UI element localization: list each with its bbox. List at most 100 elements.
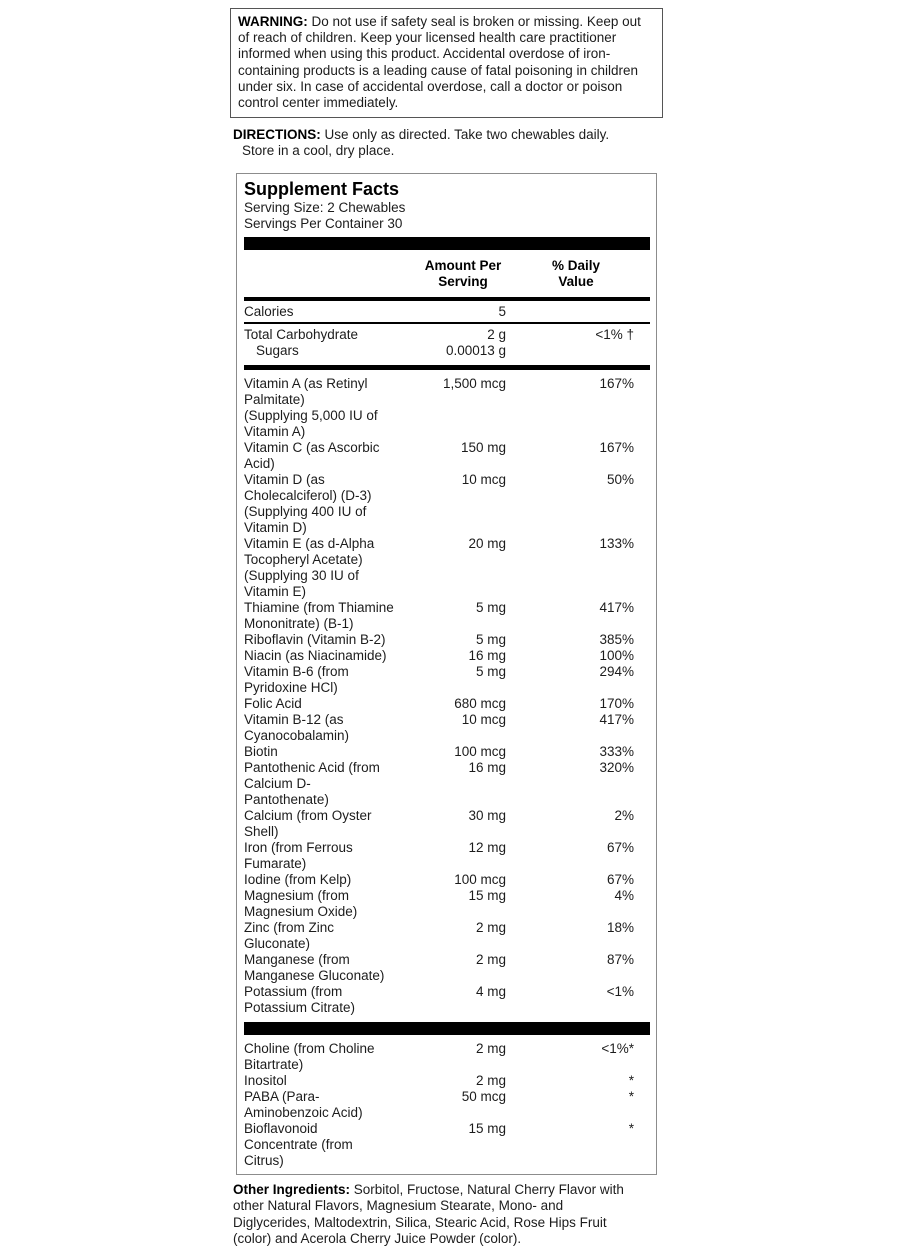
nutrient-daily-value: 100%: [599, 648, 634, 664]
other-nutrient-name: Choline (from Choline Bitartrate): [244, 1041, 375, 1073]
nutrient-amount: 10 mcg: [461, 472, 506, 488]
nutrient-name: Thiamine (from Thiamine Mononitrate) (B-…: [244, 600, 394, 632]
nutrient-daily-value: 294%: [599, 664, 634, 680]
other-nutrient-amount: 50 mcg: [461, 1089, 506, 1105]
other-nutrient-name: PABA (Para- Aminobenzoic Acid): [244, 1089, 363, 1121]
nutrient-row: Vitamin B-6 (from Pyridoxine HCl) 5 mg 2…: [244, 664, 650, 696]
nutrient-amount: 5 mg: [475, 600, 506, 616]
nutrient-daily-value: 320%: [599, 760, 634, 776]
nutrient-rows: Vitamin A (as Retinyl Palmitate) (Supply…: [244, 370, 650, 1022]
nutrient-amount: 4 mg: [475, 984, 506, 1000]
warning-text: Do not use if safety seal is broken or m…: [238, 14, 641, 111]
nutrient-name: Riboflavin (Vitamin B-2): [244, 632, 386, 648]
nutrient-name: Magnesium (from Magnesium Oxide): [244, 888, 358, 920]
nutrient-daily-value: 4%: [614, 888, 634, 904]
directions-line2: Store in a cool, dry place.: [242, 143, 395, 159]
calories-daily-value: [506, 304, 650, 320]
nutrient-amount: 5 mg: [475, 664, 506, 680]
thick-divider-bar: [244, 237, 650, 251]
nutrient-row: Zinc (from Zinc Gluconate) 2 mg 18%: [244, 920, 650, 952]
other-nutrient-amount: 2 mg: [475, 1041, 506, 1057]
nutrient-row: Vitamin A (as Retinyl Palmitate) (Supply…: [244, 376, 650, 440]
nutrient-row: Iron (from Ferrous Fumarate) 12 mg 67%: [244, 840, 650, 872]
nutrient-row: Pantothenic Acid (from Calcium D- Pantot…: [244, 760, 650, 808]
warning-box: WARNING: Do not use if safety seal is br…: [230, 8, 663, 119]
warning-label: WARNING:: [238, 14, 308, 29]
other-ingredients-section: Other Ingredients: Sorbitol, Fructose, N…: [233, 1182, 663, 1247]
other-nutrient-amount: 15 mg: [468, 1121, 506, 1137]
panel-title: Supplement Facts: [244, 179, 400, 200]
nutrient-amount: 100 mcg: [454, 744, 506, 760]
other-nutrient-name: Bioflavonoid Concentrate (from Citrus): [244, 1121, 353, 1169]
other-nutrient-rows: Choline (from Choline Bitartrate) 2 mg <…: [244, 1041, 650, 1169]
directions-text: Use only as directed. Take two chewables…: [324, 127, 610, 143]
amount-per-serving-header: Amount Per Serving: [424, 258, 502, 290]
nutrient-name: Vitamin E (as d-Alpha Tocopheryl Acetate…: [244, 536, 375, 600]
nutrient-row: Folic Acid 680 mcg 170%: [244, 696, 650, 712]
nutrient-daily-value: 417%: [599, 600, 634, 616]
total-carbohydrate-daily-value: <1% †: [595, 327, 634, 343]
nutrient-name: Biotin: [244, 744, 278, 760]
label-content: WARNING: Do not use if safety seal is br…: [230, 8, 670, 1247]
nutrient-daily-value: 50%: [606, 472, 634, 488]
serving-size: Serving Size: 2 Chewables: [244, 200, 406, 216]
nutrient-name: Iron (from Ferrous Fumarate): [244, 840, 353, 872]
nutrient-daily-value: <1%: [606, 984, 634, 1000]
nutrient-row: Niacin (as Niacinamide) 16 mg 100%: [244, 648, 650, 664]
nutrient-amount: 16 mg: [468, 760, 506, 776]
other-nutrient-daily-value: *: [628, 1121, 634, 1137]
nutrient-daily-value: 67%: [606, 840, 634, 856]
directions-line1: DIRECTIONS: Use only as directed. Take t…: [233, 127, 663, 143]
nutrient-daily-value: 170%: [599, 696, 634, 712]
nutrient-name: Potassium (from Potassium Citrate): [244, 984, 356, 1016]
percent-daily-value-header: % Daily Value: [551, 258, 601, 290]
nutrient-row: Vitamin E (as d-Alpha Tocopheryl Acetate…: [244, 536, 650, 600]
other-ingredients-text: Sorbitol, Fructose, Natural Cherry Flavo…: [233, 1182, 624, 1246]
other-nutrient-daily-value: *: [628, 1089, 634, 1105]
calories-name: Calories: [244, 304, 294, 320]
directions-label: DIRECTIONS:: [233, 127, 321, 143]
nutrient-amount: 10 mcg: [461, 712, 506, 728]
nutrient-amount: 2 mg: [475, 952, 506, 968]
nutrient-daily-value: 417%: [599, 712, 634, 728]
nutrient-name: Vitamin D (as Cholecalciferol) (D-3) (Su…: [244, 472, 372, 536]
other-nutrient-row: Bioflavonoid Concentrate (from Citrus) 1…: [244, 1121, 650, 1169]
other-nutrient-row: PABA (Para- Aminobenzoic Acid) 50 mcg *: [244, 1089, 650, 1121]
other-nutrient-amount: 2 mg: [475, 1073, 506, 1089]
nutrient-daily-value: 2%: [614, 808, 634, 824]
nutrient-daily-value: 133%: [599, 536, 634, 552]
sugars-amount: 0.00013 g: [445, 343, 506, 359]
nutrient-name: Folic Acid: [244, 696, 302, 712]
other-ingredients-label: Other Ingredients:: [233, 1182, 351, 1198]
calories-rule: [244, 322, 650, 325]
other-nutrient-daily-value: *: [628, 1073, 634, 1089]
nutrient-row: Calcium (from Oyster Shell) 30 mg 2%: [244, 808, 650, 840]
nutrient-row: Manganese (from Manganese Gluconate) 2 m…: [244, 952, 650, 984]
nutrient-daily-value: 87%: [606, 952, 634, 968]
other-nutrient-row: Choline (from Choline Bitartrate) 2 mg <…: [244, 1041, 650, 1073]
sugars-row: Sugars 0.00013 g: [244, 343, 650, 359]
nutrient-name: Zinc (from Zinc Gluconate): [244, 920, 335, 952]
nutrient-daily-value: 333%: [599, 744, 634, 760]
nutrient-amount: 1,500 mcg: [442, 376, 506, 392]
other-nutrient-name: Inositol: [244, 1073, 287, 1089]
nutrient-row: Magnesium (from Magnesium Oxide) 15 mg 4…: [244, 888, 650, 920]
other-nutrient-row: Inositol 2 mg *: [244, 1073, 650, 1089]
header-rule: [244, 297, 650, 302]
nutrient-amount: 150 mg: [460, 440, 506, 456]
nutrient-name: Vitamin B-12 (as Cyanocobalamin): [244, 712, 350, 744]
nutrient-daily-value: 167%: [599, 376, 634, 392]
directions-section: DIRECTIONS: Use only as directed. Take t…: [233, 127, 663, 159]
nutrient-daily-value: 385%: [599, 632, 634, 648]
calories-amount: 5: [498, 304, 506, 320]
nutrient-name: Manganese (from Manganese Gluconate): [244, 952, 385, 984]
nutrient-row: Biotin 100 mcg 333%: [244, 744, 650, 760]
nutrient-row: Potassium (from Potassium Citrate) 4 mg …: [244, 984, 650, 1016]
nutrient-daily-value: 18%: [606, 920, 634, 936]
nutrient-amount: 2 mg: [475, 920, 506, 936]
nutrient-name: Vitamin C (as Ascorbic Acid): [244, 440, 380, 472]
servings-per-container: Servings Per Container 30: [244, 216, 403, 232]
nutrient-amount: 680 mcg: [454, 696, 506, 712]
nutrient-name: Vitamin A (as Retinyl Palmitate) (Supply…: [244, 376, 378, 440]
